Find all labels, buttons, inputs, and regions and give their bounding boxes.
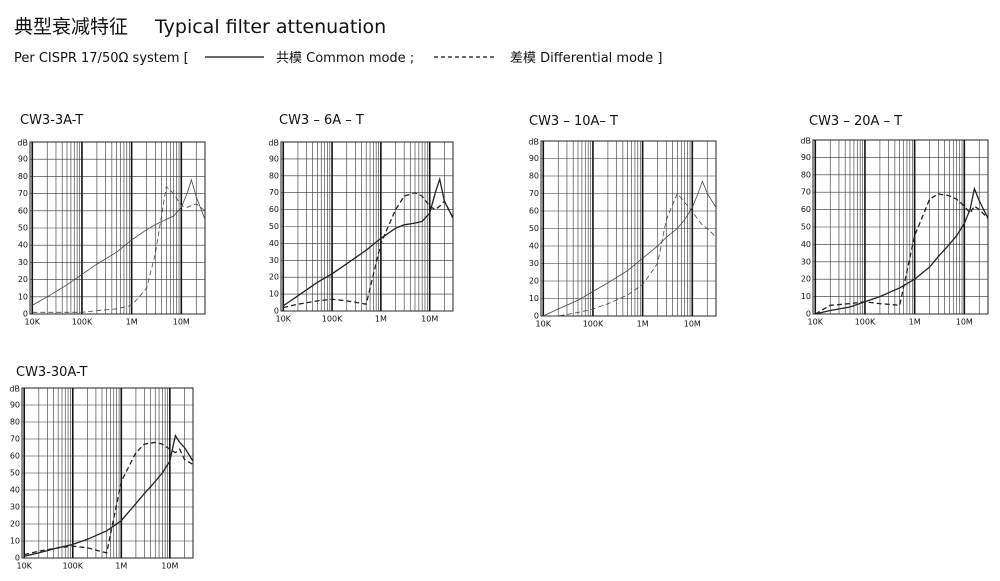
y-tick-label: 40 <box>529 242 539 251</box>
x-tick-label: 100K <box>322 315 343 324</box>
x-tick-label: 10K <box>17 562 33 571</box>
x-tick-label: 100K <box>63 562 84 571</box>
y-tick-label: 50 <box>18 224 28 233</box>
system-note: Per CISPR 17/50Ω system [ <box>14 51 189 66</box>
y-tick-label: 70 <box>18 189 28 198</box>
y-tick-label: 80 <box>529 172 539 181</box>
y-tick-label: 30 <box>801 257 811 266</box>
x-tick-label: 10M <box>684 320 701 329</box>
y-tick-label: 80 <box>18 172 28 181</box>
y-tick-label: 80 <box>269 171 279 180</box>
title-en: Typical filter attenuation <box>154 16 386 38</box>
x-tick-label: 100K <box>583 320 604 329</box>
series-line <box>283 192 454 309</box>
y-tick-label: 30 <box>269 256 279 265</box>
y-tick-label: 60 <box>801 205 811 214</box>
y-tick-label: 60 <box>18 206 28 215</box>
y-axis-label: dB <box>17 139 28 148</box>
y-tick-label: 10 <box>801 292 811 301</box>
series-line <box>32 185 206 313</box>
y-tick-label: 10 <box>10 537 20 546</box>
y-tick-label: 20 <box>269 273 279 282</box>
x-tick-label: 100K <box>855 318 876 327</box>
y-tick-label: 10 <box>269 290 279 299</box>
series-line <box>24 441 194 556</box>
y-tick-label: 50 <box>801 223 811 232</box>
y-tick-label: 0 <box>274 307 279 316</box>
x-tick-label: 1M <box>126 318 138 327</box>
series-line <box>282 176 454 307</box>
y-tick-label: 40 <box>18 241 28 250</box>
y-tick-label: 0 <box>23 310 28 319</box>
chart-title: CW3-3A-T <box>20 113 83 128</box>
legend-common: 共模 Common mode ; <box>276 51 414 66</box>
y-tick-label: 50 <box>10 469 20 478</box>
y-axis-label: dB <box>800 137 811 146</box>
y-tick-label: 70 <box>529 189 539 198</box>
y-tick-label: 80 <box>10 418 20 427</box>
y-tick-label: 20 <box>10 520 20 529</box>
series-line <box>32 178 206 306</box>
legend-differential: 差模 Differential mode ] <box>510 51 663 66</box>
y-tick-label: 0 <box>15 554 20 563</box>
y-tick-label: 60 <box>269 205 279 214</box>
y-tick-label: 40 <box>10 486 20 495</box>
y-tick-label: 30 <box>18 258 28 267</box>
y-axis-label: dB <box>9 385 20 394</box>
y-tick-label: 70 <box>10 435 20 444</box>
y-axis-label: dB <box>528 138 539 147</box>
y-tick-label: 40 <box>269 239 279 248</box>
y-tick-label: 60 <box>10 452 20 461</box>
x-tick-label: 1M <box>375 315 387 324</box>
x-tick-label: 10K <box>25 318 41 327</box>
y-tick-label: 10 <box>18 292 28 301</box>
series-line <box>814 193 989 315</box>
x-tick-label: 10M <box>173 318 190 327</box>
y-tick-label: 90 <box>269 154 279 163</box>
y-tick-label: 10 <box>529 294 539 303</box>
y-tick-label: 90 <box>801 153 811 162</box>
x-tick-label: 10K <box>276 315 292 324</box>
title-cn: 典型衰减特征 <box>14 16 128 38</box>
x-tick-label: 10M <box>956 318 973 327</box>
series-line <box>24 433 194 557</box>
y-tick-label: 90 <box>529 154 539 163</box>
series-line <box>815 186 989 315</box>
x-tick-label: 1M <box>115 562 127 571</box>
y-tick-label: 50 <box>529 224 539 233</box>
y-tick-label: 30 <box>529 259 539 268</box>
y-tick-label: 70 <box>801 188 811 197</box>
y-tick-label: 70 <box>269 188 279 197</box>
x-tick-label: 10K <box>808 318 824 327</box>
chart-title: CW3 – 10A– T <box>529 114 618 129</box>
y-tick-label: 60 <box>529 207 539 216</box>
chart-title: CW3 – 6A – T <box>279 113 364 128</box>
x-tick-label: 10K <box>536 320 552 329</box>
y-tick-label: 30 <box>10 503 20 512</box>
x-tick-label: 1M <box>909 318 921 327</box>
x-tick-label: 100K <box>72 318 93 327</box>
x-tick-label: 10M <box>421 315 438 324</box>
y-tick-label: 0 <box>806 310 811 319</box>
y-tick-label: 0 <box>534 312 539 321</box>
x-tick-label: 1M <box>637 320 649 329</box>
y-tick-label: 50 <box>269 222 279 231</box>
chart-title: CW3 – 20A – T <box>809 114 902 129</box>
y-tick-label: 20 <box>529 277 539 286</box>
y-tick-label: 90 <box>10 401 20 410</box>
y-axis-label: dB <box>268 139 279 148</box>
y-tick-label: 40 <box>801 240 811 249</box>
chart-title: CW3-30A-T <box>16 365 88 380</box>
y-tick-label: 20 <box>18 275 28 284</box>
y-tick-label: 80 <box>801 170 811 179</box>
y-tick-label: 90 <box>18 155 28 164</box>
x-tick-label: 10M <box>161 562 178 571</box>
y-tick-label: 20 <box>801 275 811 284</box>
series-line <box>543 192 717 317</box>
